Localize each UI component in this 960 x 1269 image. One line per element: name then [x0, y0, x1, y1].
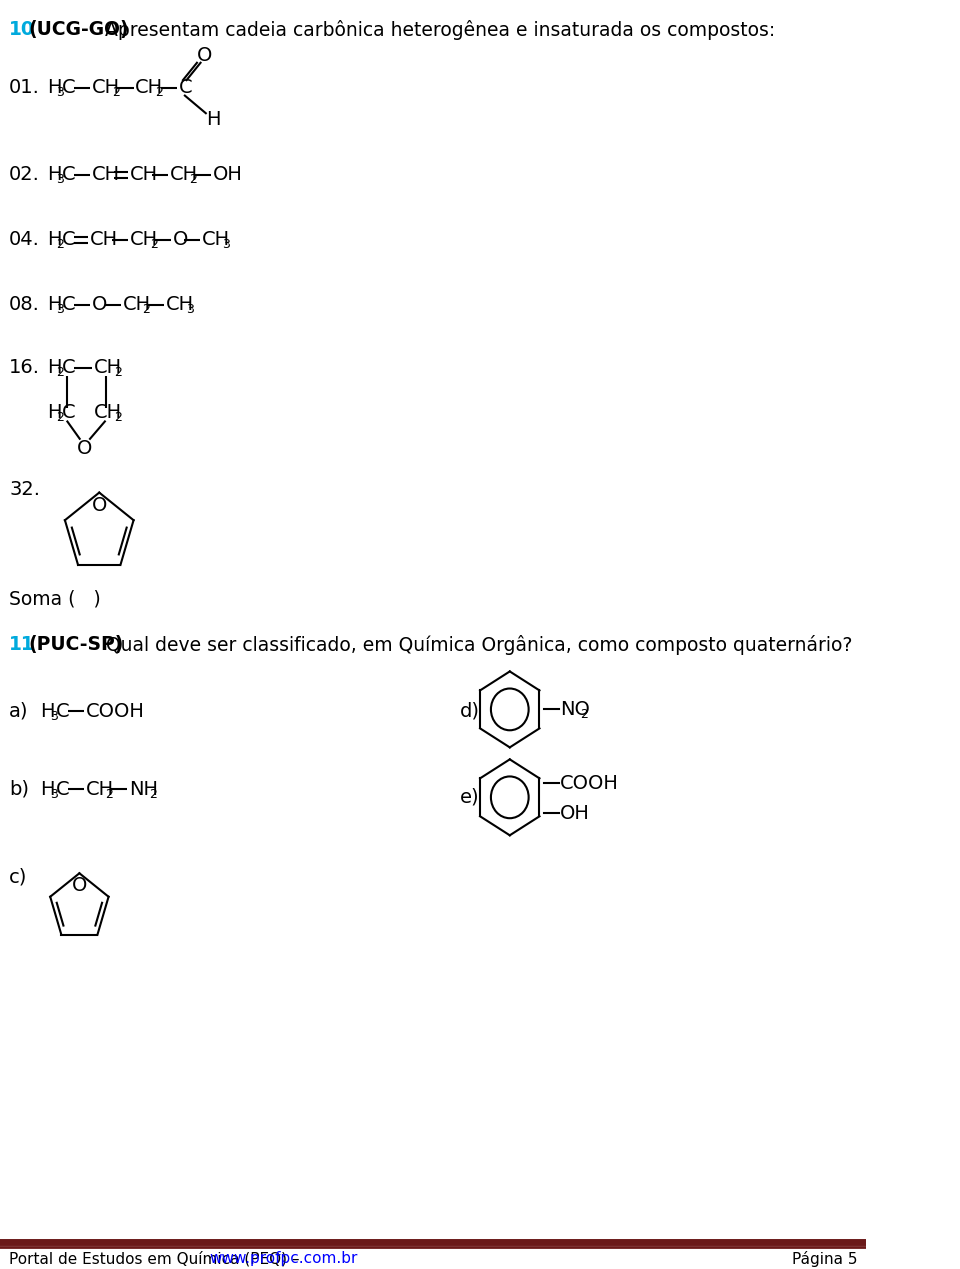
Text: 2: 2 [189, 174, 198, 187]
Text: 2: 2 [113, 411, 122, 424]
Text: C: C [179, 79, 192, 98]
Text: 2: 2 [56, 367, 63, 379]
Text: Portal de Estudos em Química (PEQ) –: Portal de Estudos em Química (PEQ) – [9, 1251, 304, 1266]
Text: O: O [197, 47, 212, 66]
Text: 2: 2 [580, 708, 588, 721]
Text: a): a) [9, 702, 29, 721]
Text: C: C [62, 404, 76, 423]
Text: 2: 2 [142, 303, 151, 316]
Text: H: H [47, 79, 61, 98]
Text: H: H [40, 780, 55, 798]
Text: CH: CH [130, 230, 158, 249]
Text: (UCG-GO): (UCG-GO) [29, 20, 130, 39]
Text: H: H [47, 230, 61, 249]
Text: OH: OH [561, 803, 590, 822]
Text: 3: 3 [222, 239, 229, 251]
Text: 3: 3 [50, 788, 58, 801]
Text: Página 5: Página 5 [792, 1251, 857, 1266]
Text: Qual deve ser classificado, em Química Orgânica, como composto quaternário?: Qual deve ser classificado, em Química O… [107, 636, 852, 656]
Text: CH: CH [123, 296, 151, 315]
Text: 10: 10 [9, 20, 35, 39]
Text: O: O [91, 496, 107, 515]
Text: CH: CH [135, 79, 163, 98]
Text: CH: CH [92, 165, 120, 184]
Text: CH: CH [203, 230, 230, 249]
Text: H: H [47, 358, 61, 377]
Text: O: O [173, 230, 188, 249]
Text: 3: 3 [56, 86, 63, 99]
Text: 02.: 02. [9, 165, 40, 184]
Text: CH: CH [90, 230, 118, 249]
Text: C: C [56, 780, 69, 798]
Text: COOH: COOH [561, 774, 619, 793]
Text: NH: NH [129, 780, 158, 798]
Text: 2: 2 [106, 788, 113, 801]
Text: C: C [62, 165, 76, 184]
Text: 32.: 32. [9, 480, 40, 499]
Text: OH: OH [213, 165, 243, 184]
Text: H: H [47, 296, 61, 315]
Text: d): d) [460, 702, 480, 721]
Text: 2: 2 [56, 239, 63, 251]
Text: O: O [72, 877, 87, 895]
Text: H: H [205, 110, 220, 129]
Text: 3: 3 [56, 303, 63, 316]
Text: 2: 2 [112, 86, 120, 99]
Text: c): c) [9, 868, 28, 887]
Text: CH: CH [85, 780, 114, 798]
Text: 2: 2 [150, 239, 157, 251]
Text: 2: 2 [56, 411, 63, 424]
Text: H: H [47, 404, 61, 423]
Text: H: H [40, 702, 55, 721]
Text: 2: 2 [156, 86, 163, 99]
Text: CH: CH [170, 165, 198, 184]
Text: C: C [62, 358, 76, 377]
Text: O: O [92, 296, 108, 315]
Text: CH: CH [92, 79, 120, 98]
Text: C: C [62, 79, 76, 98]
Text: C: C [62, 296, 76, 315]
Text: NO: NO [561, 700, 590, 720]
Text: 3: 3 [56, 174, 63, 187]
Text: H: H [47, 165, 61, 184]
Text: O: O [77, 439, 92, 458]
Text: 3: 3 [186, 303, 194, 316]
Text: CH: CH [130, 165, 158, 184]
Text: 2: 2 [149, 788, 156, 801]
Text: C: C [62, 230, 76, 249]
Text: 01.: 01. [9, 79, 40, 98]
Text: COOH: COOH [85, 702, 145, 721]
Text: 11: 11 [9, 636, 35, 655]
Text: Soma (   ): Soma ( ) [9, 590, 101, 609]
Text: 2: 2 [113, 367, 122, 379]
Text: CH: CH [166, 296, 194, 315]
Text: 3: 3 [50, 709, 58, 723]
Text: b): b) [9, 780, 29, 798]
Text: CH: CH [94, 404, 122, 423]
Text: 08.: 08. [9, 296, 40, 315]
Text: CH: CH [94, 358, 122, 377]
Text: Apresentam cadeia carbônica heterogênea e insaturada os compostos:: Apresentam cadeia carbônica heterogênea … [105, 20, 775, 41]
Text: (PUC-SP): (PUC-SP) [29, 636, 124, 655]
Text: 16.: 16. [9, 358, 40, 377]
Text: e): e) [460, 788, 480, 807]
Text: 04.: 04. [9, 230, 40, 249]
Text: C: C [56, 702, 69, 721]
Text: www.profpc.com.br: www.profpc.com.br [209, 1251, 358, 1266]
